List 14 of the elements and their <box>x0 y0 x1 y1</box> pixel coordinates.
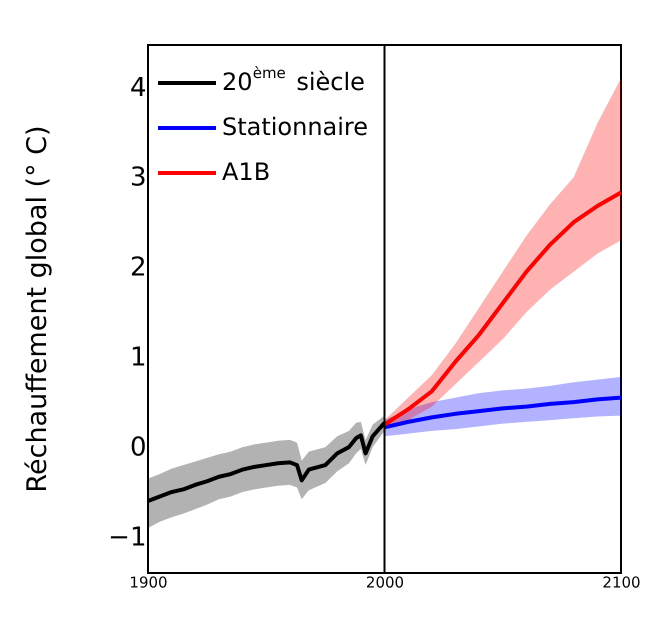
line-series <box>382 190 623 427</box>
y-axis-title: Réchauffement global (° C) <box>22 125 53 493</box>
legend-label: Stationnaire <box>222 113 368 141</box>
y-tick-label: 0 <box>130 432 146 463</box>
y-tick-label: −1 <box>108 522 146 553</box>
x-tick-label: 1900 <box>129 574 168 592</box>
line-series <box>382 396 623 430</box>
y-tick-label: 2 <box>130 252 146 283</box>
x-tick-label: 2000 <box>366 574 404 592</box>
y-tick-label: 3 <box>130 162 146 193</box>
legend-label: A1B <box>222 158 270 186</box>
y-tick-label: 1 <box>130 342 146 373</box>
x-tick-label: 2100 <box>602 574 641 592</box>
y-tick-label: 4 <box>130 72 146 103</box>
